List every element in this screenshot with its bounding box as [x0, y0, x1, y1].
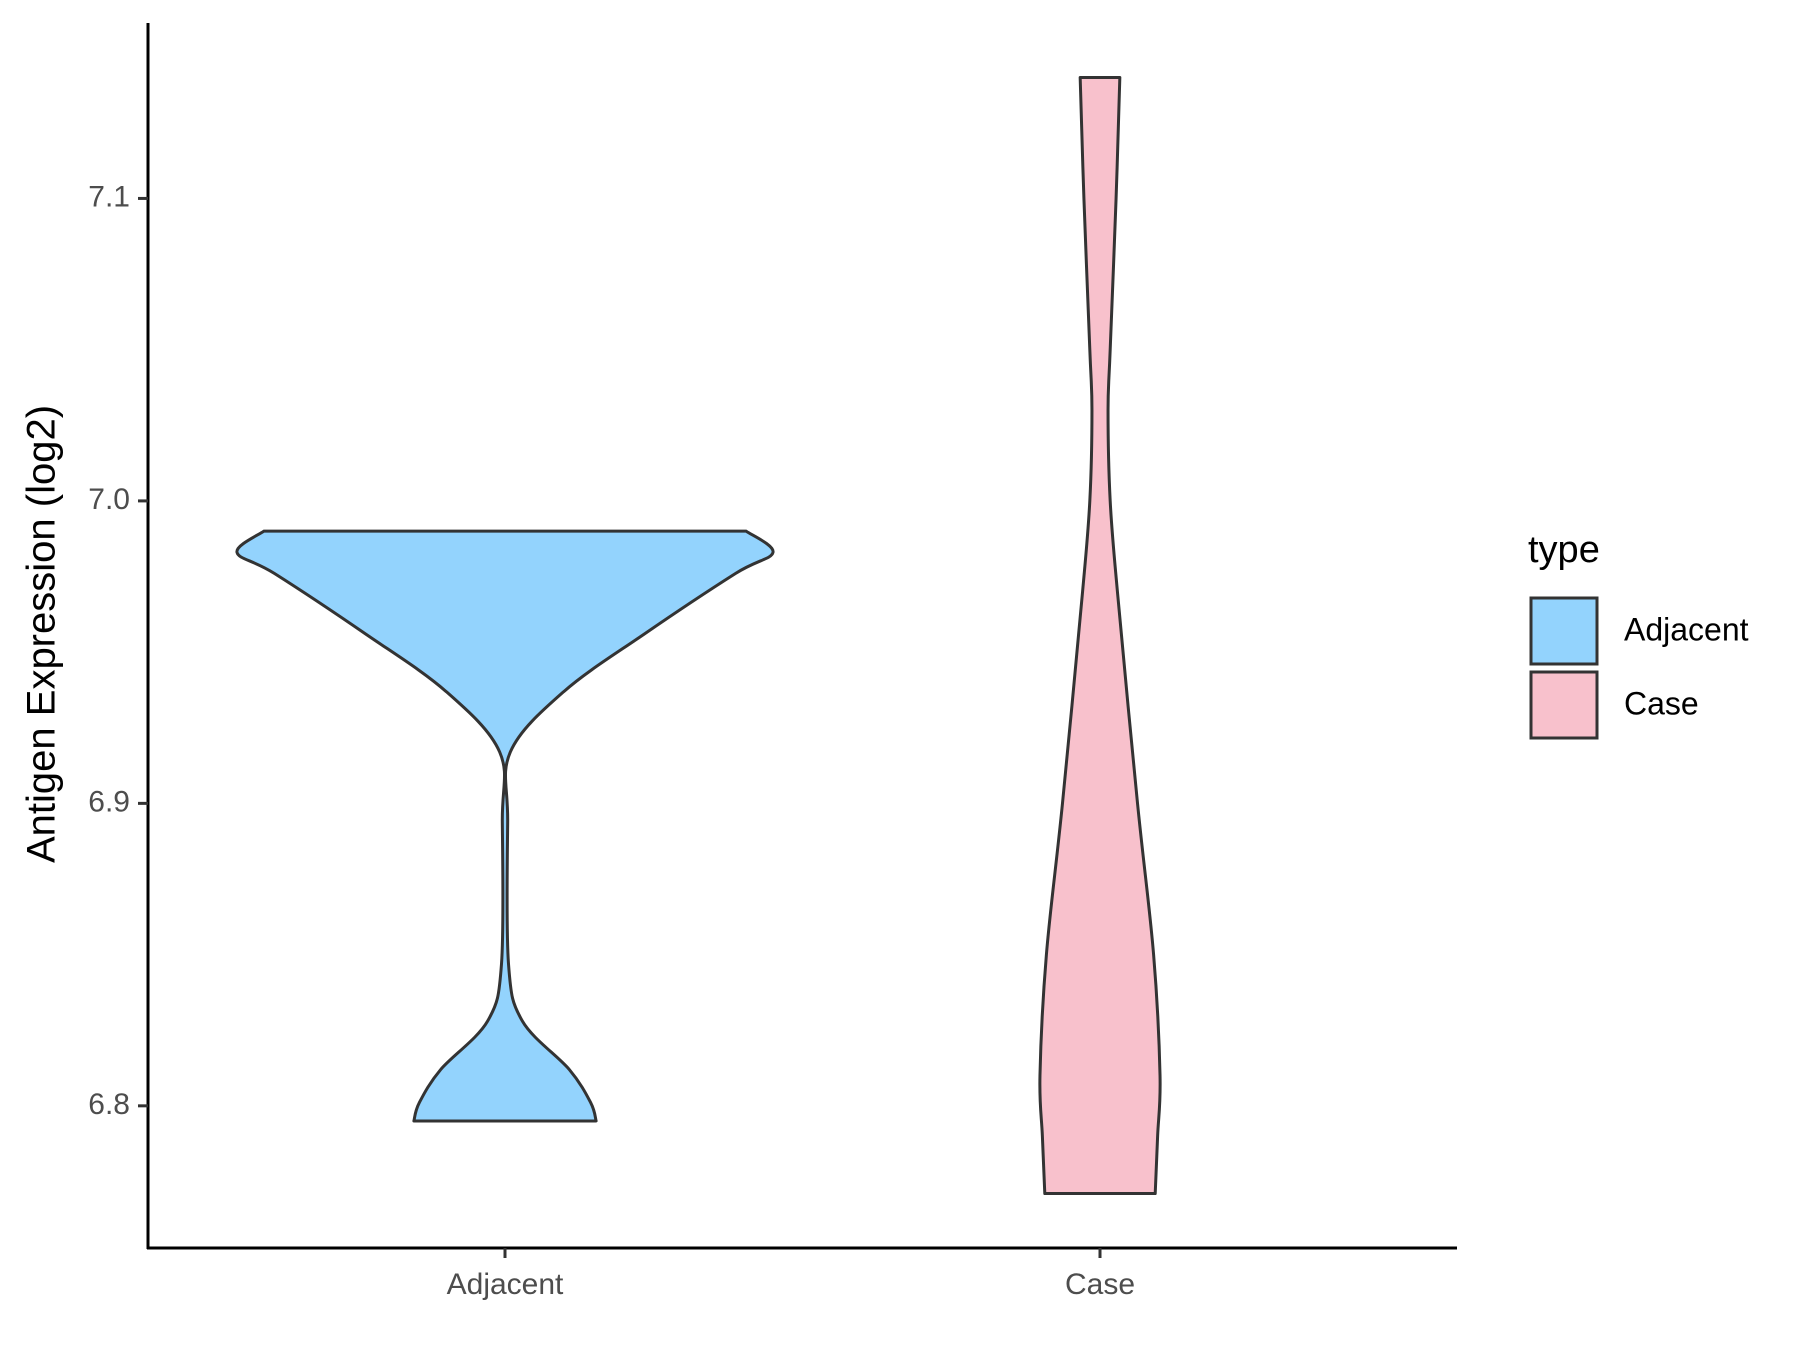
y-tick-label: 6.9 — [88, 785, 130, 818]
x-tick-label: Case — [1065, 1268, 1135, 1301]
violin — [1038, 75, 1162, 1196]
y-tick-label: 7.0 — [88, 483, 130, 516]
legend-key — [1529, 596, 1599, 666]
legend-label: Case — [1624, 685, 1699, 721]
legend-title: type — [1528, 529, 1600, 571]
y-tick-label: 7.1 — [88, 180, 130, 213]
y-axis-title: Antigen Expression (log2) — [20, 405, 64, 863]
legend-label: Adjacent — [1624, 611, 1749, 647]
violin — [235, 529, 775, 1123]
x-tick-label: Adjacent — [447, 1268, 564, 1301]
legend-key — [1529, 670, 1599, 740]
y-tick-label: 6.8 — [88, 1088, 130, 1121]
